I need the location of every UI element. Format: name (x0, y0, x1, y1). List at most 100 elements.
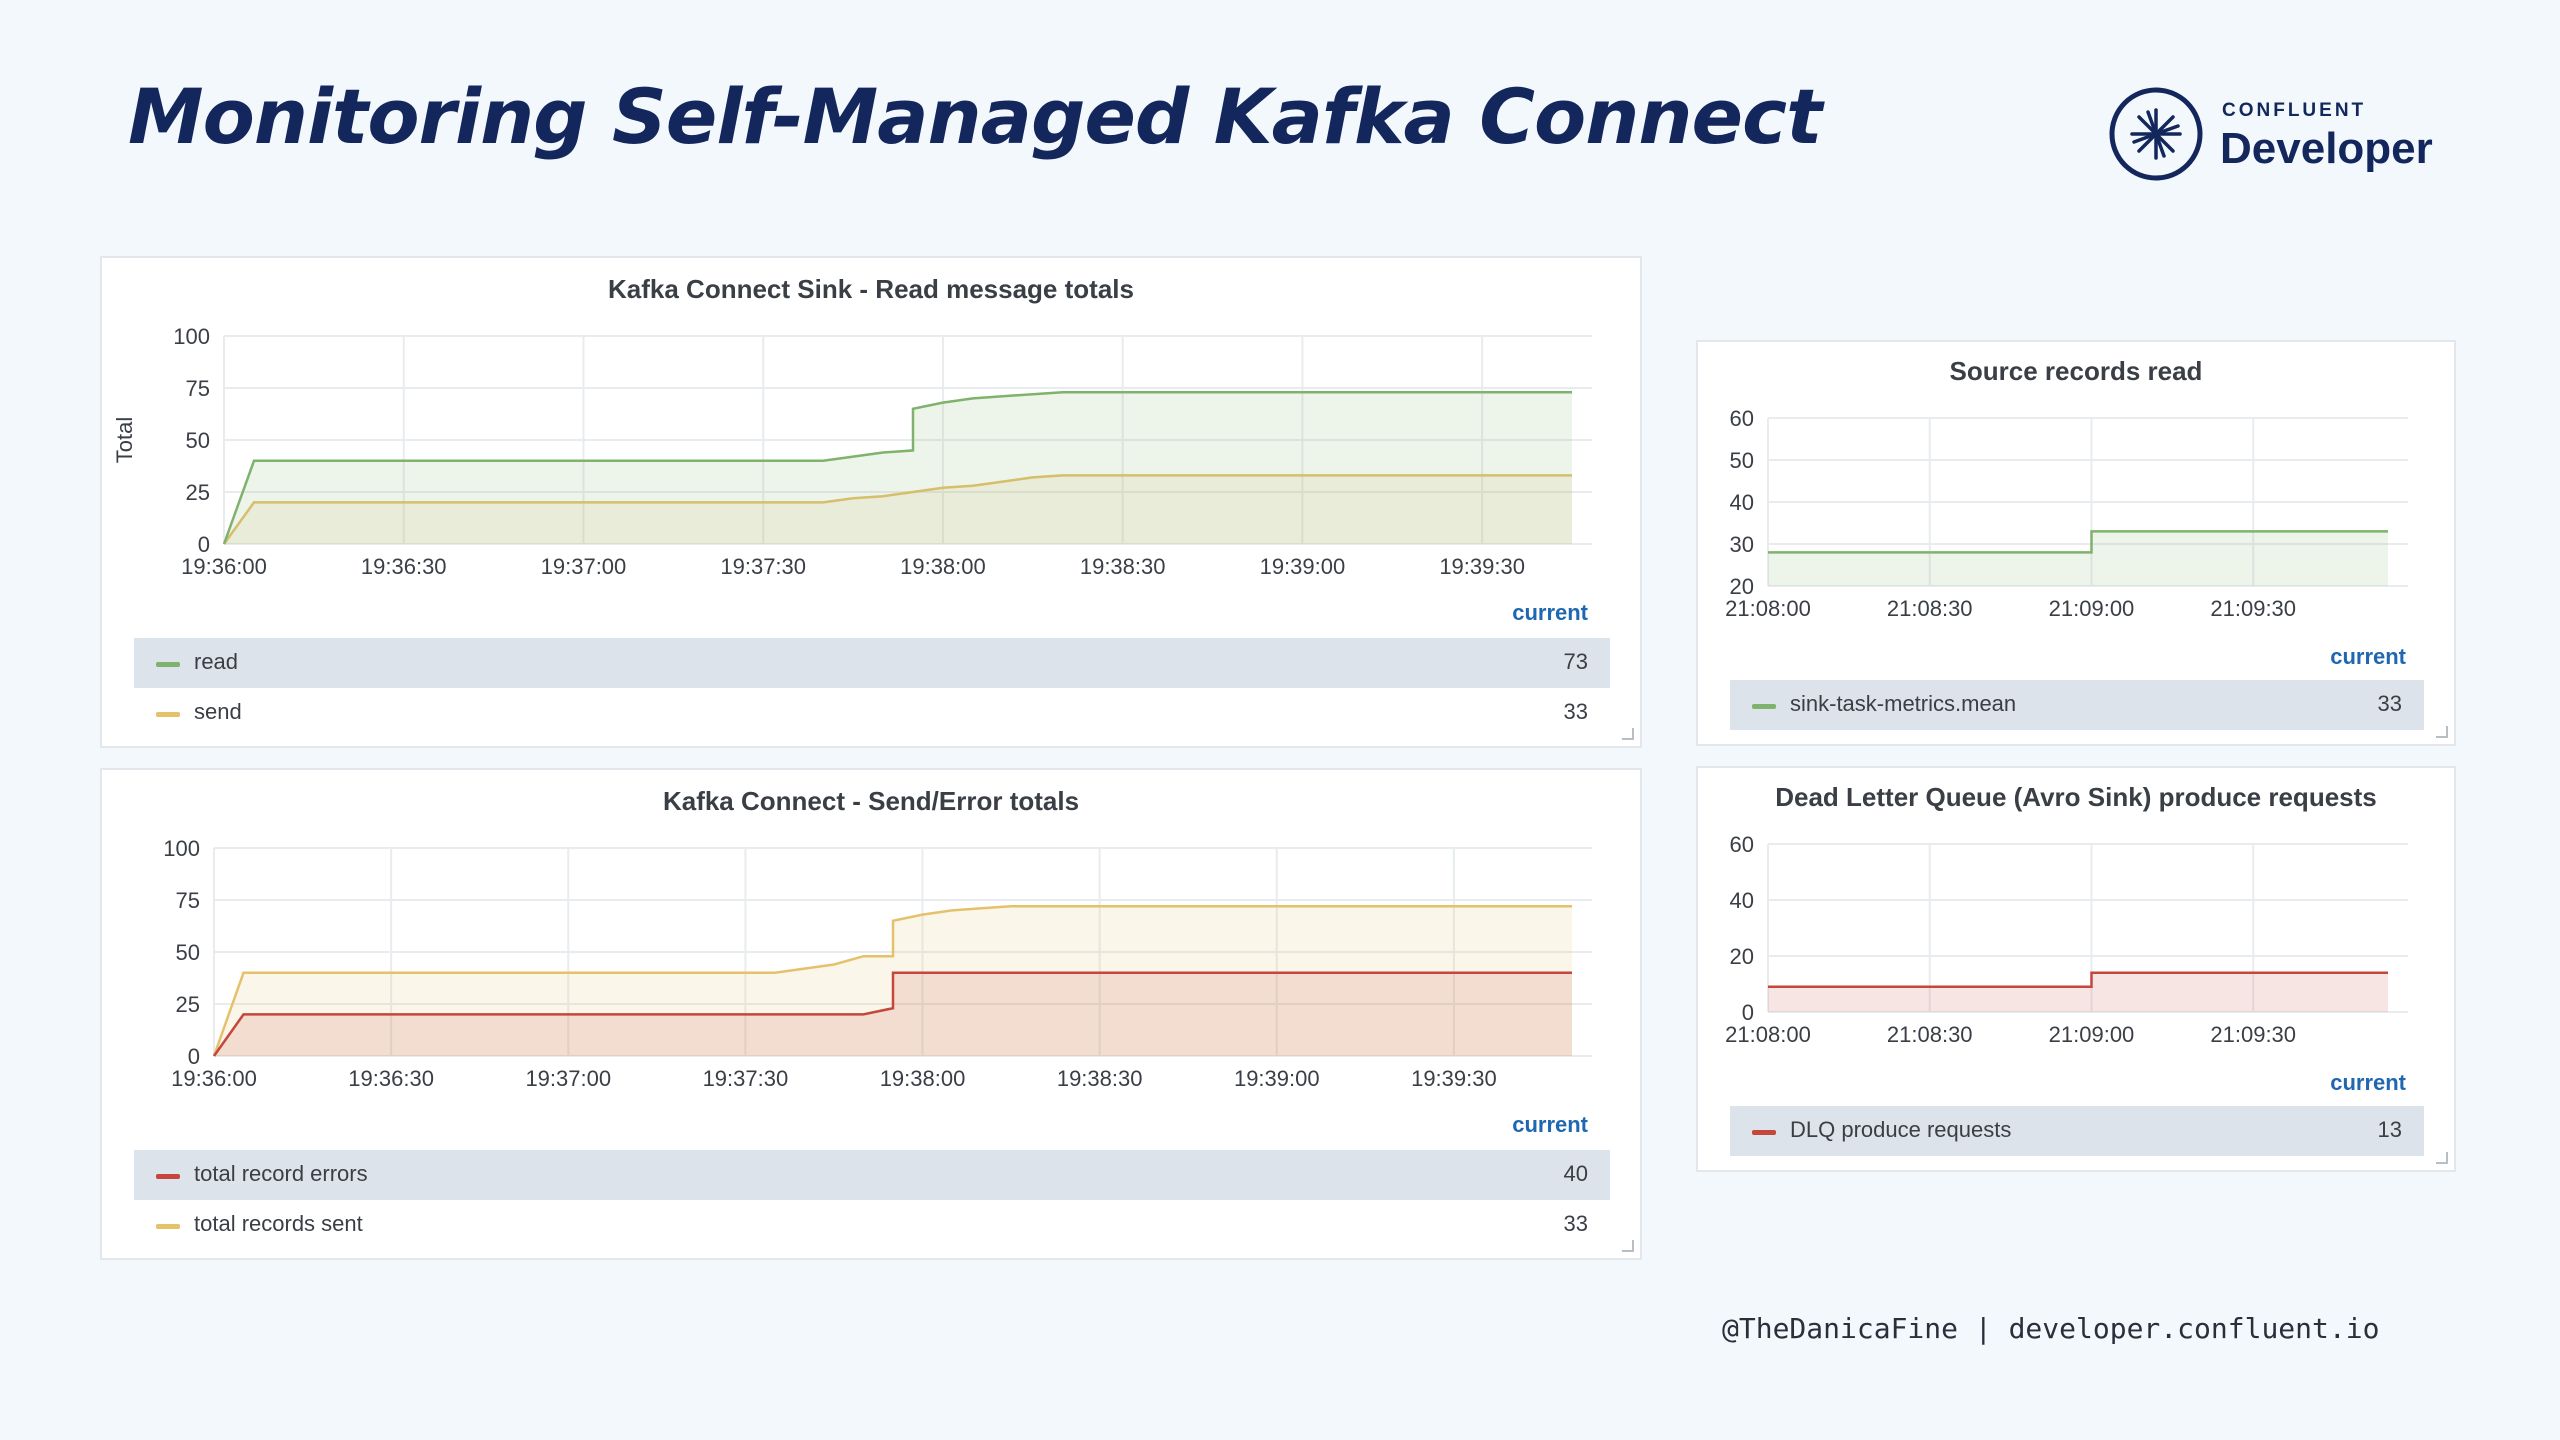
x-tick-label: 21:09:30 (2210, 1022, 2296, 1047)
x-tick-label: 19:39:00 (1260, 554, 1346, 579)
series-line (222, 390, 1572, 545)
x-tick-label: 19:36:00 (171, 1066, 257, 1091)
y-tick-label: 40 (1730, 490, 1754, 515)
y-tick-label: 50 (186, 428, 210, 453)
legend-header: current (2330, 1070, 2406, 1095)
series-line (212, 904, 1572, 1057)
x-tick-label: 21:09:00 (2049, 1022, 2135, 1047)
x-tick-label: 19:38:00 (900, 554, 986, 579)
y-tick-label: 0 (198, 532, 210, 557)
legend-item-sink-task-metrics-mean[interactable]: sink-task-metrics.mean 33 (1730, 680, 2424, 730)
legend-label: read (194, 649, 239, 674)
legend-swatch-send (156, 712, 180, 717)
legend-item-total-record-errors[interactable]: total record errors 40 (134, 1150, 1610, 1200)
legend-header: current (1512, 600, 1588, 625)
series-area (1768, 972, 2388, 1012)
footer-credits: @TheDanicaFine | developer.confluent.io (1722, 1312, 2380, 1345)
y-tick-label: 100 (163, 836, 200, 861)
x-tick-label: 19:38:00 (880, 1066, 966, 1091)
legend-label: sink-task-metrics.mean (1790, 691, 2017, 716)
y-tick-label: 60 (1730, 406, 1754, 431)
x-tick-label: 19:37:30 (703, 1066, 789, 1091)
x-tick-label: 19:36:30 (361, 554, 447, 579)
series-area (224, 475, 1572, 544)
x-tick-label: 21:09:30 (2210, 596, 2296, 621)
series-line (222, 474, 1572, 545)
legend-header: current (1512, 1112, 1588, 1137)
y-tick-label: 20 (1730, 944, 1754, 969)
slide-title: Monitoring Self-Managed Kafka Connect (128, 72, 1822, 161)
legend-swatch-sent (156, 1224, 180, 1229)
y-tick-label: 50 (176, 940, 200, 965)
chart-panel-dlq-produce-requests[interactable]: Dead Letter Queue (Avro Sink) produce re… (1696, 766, 2456, 1172)
legend-swatch-read (156, 662, 180, 667)
legend-current-value: 40 (1563, 1161, 1588, 1186)
y-tick-label: 0 (188, 1044, 200, 1069)
resize-handle-icon[interactable] (1622, 728, 1634, 740)
y-tick-label: 0 (1742, 1000, 1754, 1025)
resize-handle-icon[interactable] (2436, 1152, 2448, 1164)
x-tick-label: 19:36:00 (181, 554, 267, 579)
legend-swatch-mean (1752, 704, 1776, 709)
y-tick-label: 60 (1730, 832, 1754, 857)
legend-swatch-errors (156, 1174, 180, 1179)
chart-area-send-error-totals: 100 75 50 25 019:36:00 19:36:30 19:37:00 19:37:… (163, 836, 1592, 1091)
legend-item-total-records-sent[interactable]: total records sent 33 (134, 1200, 1610, 1250)
brand-company-name: CONFLUENT (2222, 100, 2367, 121)
chart-panel-sink-read-totals[interactable]: Kafka Connect Sink - Read message totals… (100, 256, 1642, 748)
legend-item-read[interactable]: read 73 (134, 638, 1610, 688)
brand-product-name: Developer (2220, 124, 2433, 173)
x-tick-label: 19:37:30 (720, 554, 806, 579)
x-tick-label: 21:09:00 (2049, 596, 2135, 621)
x-tick-label: 19:36:30 (348, 1066, 434, 1091)
series-area (214, 972, 1572, 1056)
series-line (212, 971, 1572, 1057)
chart-panel-source-records-read[interactable]: Source records read 60 50 40 30 20 21:08:00 21… (1696, 340, 2456, 746)
y-tick-label: 25 (176, 992, 200, 1017)
y-tick-label: 50 (1730, 448, 1754, 473)
panel-title: Source records read (1949, 356, 2203, 386)
series-area (1768, 531, 2388, 586)
series-line (1768, 530, 2388, 554)
chart-area-dlq-produce-requests: 60 40 20 021:08:00 21:08:30 21:09:00 21:09:30 (1725, 832, 2408, 1047)
x-tick-label: 19:38:30 (1080, 554, 1166, 579)
y-tick-label: 75 (176, 888, 200, 913)
legend-current-value: 33 (1563, 1211, 1588, 1236)
y-tick-label: 25 (186, 480, 210, 505)
chart-area-sink-read-totals: 100 75 50 25 019:36:00 19:36:30 19:37:00 19:37:… (112, 324, 1592, 579)
resize-handle-icon[interactable] (2436, 726, 2448, 738)
legend-item-dlq-produce-requests[interactable]: DLQ produce requests 13 (1730, 1106, 2424, 1156)
x-tick-label: 19:37:00 (541, 554, 627, 579)
legend-label: total records sent (194, 1211, 363, 1236)
legend-current-value: 33 (1563, 699, 1588, 724)
series-area (224, 392, 1572, 544)
y-tick-label: 20 (1730, 574, 1754, 599)
legend-label: total record errors (194, 1161, 368, 1186)
x-tick-label: 21:08:30 (1887, 1022, 1973, 1047)
legend-header: current (2330, 644, 2406, 669)
x-tick-label: 19:38:30 (1057, 1066, 1143, 1091)
legend-current-value: 73 (1563, 649, 1588, 674)
x-tick-label: 19:39:30 (1411, 1066, 1497, 1091)
panel-title: Kafka Connect - Send/Error totals (662, 786, 1080, 816)
series-line (1768, 971, 2388, 989)
x-tick-label: 21:08:00 (1725, 1022, 1811, 1047)
y-axis-label: Total (112, 417, 137, 463)
panel-title: Dead Letter Queue (Avro Sink) produce re… (1775, 782, 2377, 812)
resize-handle-icon[interactable] (1622, 1240, 1634, 1252)
legend-item-send[interactable]: send 33 (134, 688, 1610, 738)
confluent-developer-logo: CONFLUENT Developer (2108, 86, 2448, 186)
y-tick-label: 75 (186, 376, 210, 401)
legend-label: send (194, 699, 242, 724)
chart-panel-send-error-totals[interactable]: Kafka Connect - Send/Error totals 100 75 5… (100, 768, 1642, 1260)
y-tick-label: 40 (1730, 888, 1754, 913)
x-tick-label: 19:39:30 (1439, 554, 1525, 579)
x-tick-label: 21:08:30 (1887, 596, 1973, 621)
x-tick-label: 19:37:00 (525, 1066, 611, 1091)
legend-swatch-dlq (1752, 1130, 1776, 1135)
x-tick-label: 21:08:00 (1725, 596, 1811, 621)
legend-current-value: 33 (2377, 691, 2402, 716)
confluent-logo-icon (2109, 87, 2203, 181)
panel-title: Kafka Connect Sink - Read message totals (608, 274, 1134, 304)
